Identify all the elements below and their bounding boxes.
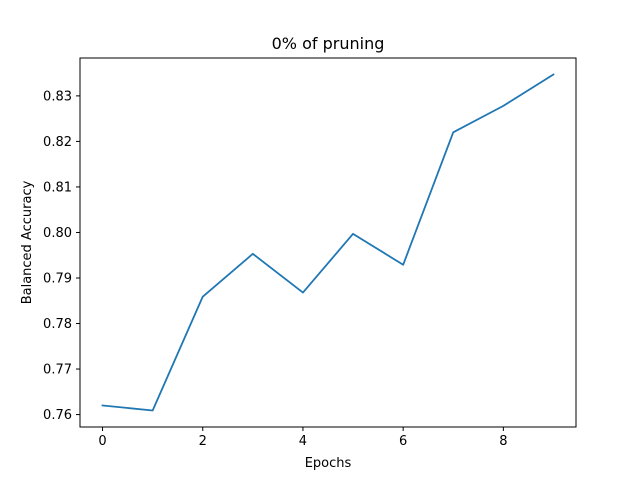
- y-tick-label: 0.78: [43, 317, 72, 332]
- x-tick-label: 6: [399, 434, 407, 449]
- x-axis-label: Epochs: [305, 456, 352, 471]
- y-tick-label: 0.83: [43, 89, 72, 104]
- x-tick-label: 0: [98, 434, 106, 449]
- ticks: 0 2 4 6 8 0.76 0.77 0.78 0.79 0.80 0.81 0.82 0.83: [43, 89, 507, 449]
- x-tick-label: 8: [499, 434, 507, 449]
- y-tick-label: 0.82: [43, 135, 72, 150]
- y-tick-label: 0.81: [43, 180, 72, 195]
- plot-frame: [79, 57, 577, 428]
- plot-area: [80, 58, 576, 427]
- y-tick-label: 0.80: [43, 226, 72, 241]
- y-tick-label: 0.77: [43, 363, 72, 378]
- x-tick-label: 4: [299, 434, 307, 449]
- series-layer: [101, 73, 555, 412]
- x-tick-label: 2: [199, 434, 207, 449]
- chart-title: 0% of pruning: [272, 34, 385, 53]
- y-axis-label: Balanced Accuracy: [20, 180, 35, 304]
- y-tick-label: 0.76: [43, 408, 72, 423]
- y-tick-label: 0.79: [43, 271, 72, 286]
- series-line: [101, 73, 555, 412]
